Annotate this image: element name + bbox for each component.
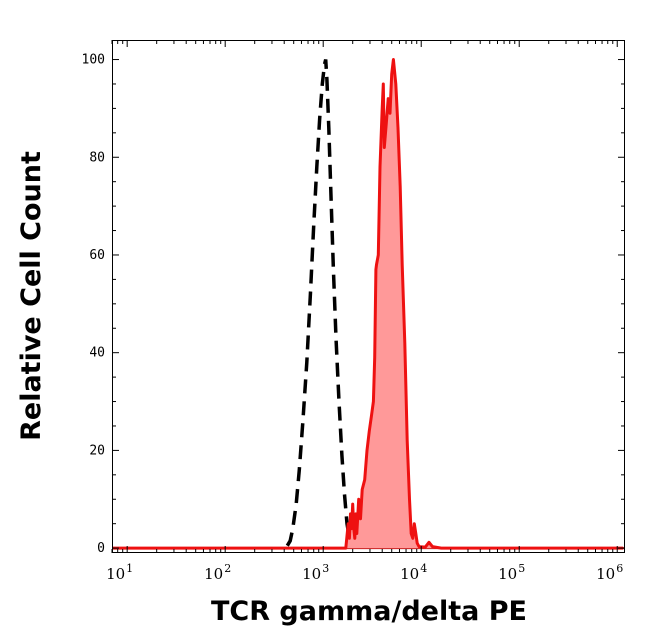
y-axis-label: Relative Cell Count bbox=[16, 151, 47, 441]
x-tick-label-base: 10 bbox=[204, 565, 223, 583]
x-tick-label: 10 5 bbox=[498, 562, 525, 583]
x-tick-label-exponent: 6 bbox=[616, 562, 623, 575]
x-axis-label: TCR gamma/delta PE bbox=[211, 596, 527, 627]
x-tick-label: 10 3 bbox=[302, 562, 329, 583]
y-tick-label: 40 bbox=[89, 346, 105, 361]
x-tick-label-base: 10 bbox=[400, 565, 419, 583]
x-tick-label-base: 10 bbox=[106, 565, 125, 583]
x-tick-label: 10 4 bbox=[400, 562, 427, 583]
plot-layer bbox=[112, 58, 625, 550]
x-tick-label-exponent: 2 bbox=[224, 562, 231, 575]
x-tick-label-base: 10 bbox=[596, 565, 615, 583]
x-tick-label-exponent: 1 bbox=[126, 562, 133, 575]
series-0-line bbox=[285, 59, 354, 547]
x-tick-label-exponent: 3 bbox=[322, 562, 329, 575]
series-1-line bbox=[112, 58, 624, 550]
x-tick-label-base: 10 bbox=[498, 565, 517, 583]
y-tick-label: 20 bbox=[89, 443, 105, 458]
plot-frame bbox=[112, 40, 625, 553]
y-tick-label: 0 bbox=[97, 541, 105, 556]
x-tick-label: 10 6 bbox=[596, 562, 623, 583]
x-tick-label: 10 2 bbox=[204, 562, 231, 583]
y-tick-label: 60 bbox=[89, 248, 105, 263]
x-tick-label-base: 10 bbox=[302, 565, 321, 583]
y-tick-label: 80 bbox=[89, 150, 105, 165]
x-tick-label: 10 1 bbox=[106, 562, 133, 583]
x-tick-label-exponent: 5 bbox=[518, 562, 525, 575]
x-tick-label-exponent: 4 bbox=[420, 562, 427, 575]
y-tick-label: 100 bbox=[82, 53, 105, 68]
